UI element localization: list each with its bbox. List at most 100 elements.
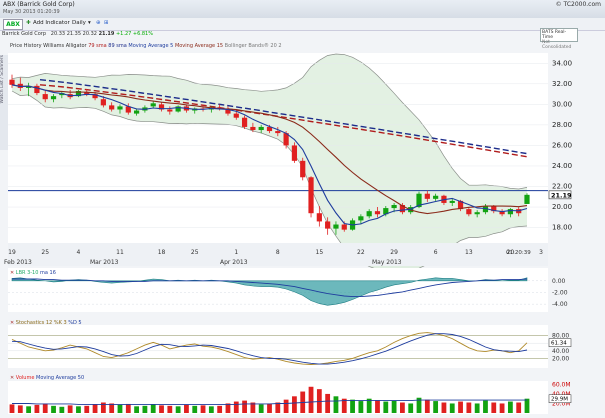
x-tick-label: 6 <box>434 249 438 256</box>
candle <box>125 106 131 113</box>
volume-last-box <box>548 394 572 403</box>
candle <box>283 133 289 146</box>
volume-bar <box>366 398 372 413</box>
indicator-legend: Price History Williams Alligator 79 sma … <box>10 43 282 49</box>
candle <box>250 126 256 131</box>
candle <box>158 104 165 110</box>
legend-williams[interactable]: Williams Alligator <box>43 43 87 49</box>
x-tick-label: 25 <box>191 249 199 256</box>
add-indicator-button[interactable]: Add Indicator <box>33 20 70 26</box>
legend-ma5[interactable]: Moving Average 5 <box>128 43 174 49</box>
candle <box>133 110 140 114</box>
volume-bar <box>416 397 422 413</box>
price-y-axis: 34.00 32.00 30.00 28.00 26.00 24.00 22.00 20.00… <box>548 59 572 232</box>
x-tick-label: 11 <box>116 249 124 256</box>
candle <box>333 224 339 229</box>
candle <box>416 193 422 208</box>
month-label: Apr 2013 <box>220 259 248 266</box>
volume-bar <box>233 401 239 413</box>
volume-bar <box>507 401 513 413</box>
stoch-close-icon[interactable]: ✕ <box>10 320 15 326</box>
volume-label[interactable]: Volume <box>15 375 35 381</box>
y-tick-label: 34.00 <box>552 59 572 67</box>
y-tick-label: 30.00 <box>552 100 572 108</box>
stoch-k-line <box>11 332 528 365</box>
volume-bar <box>408 403 414 413</box>
volume-ma-label[interactable]: Moving Average 50 <box>36 375 85 381</box>
x-axis-bg <box>8 243 548 266</box>
timeframe-select[interactable]: Daily <box>72 20 86 26</box>
symbol-input[interactable]: ABX <box>3 19 23 30</box>
legend-ma15[interactable]: Moving Average 15 <box>174 43 224 49</box>
volume-bar <box>283 399 289 413</box>
candle <box>241 117 248 127</box>
lbr-tick-label: -2.00 <box>552 289 568 296</box>
volume-bar <box>433 401 439 413</box>
bollinger-band-fill <box>12 54 527 272</box>
volume-bar <box>333 396 339 413</box>
legend-sma79[interactable]: 79 sma <box>88 43 107 49</box>
lbr-ma-label[interactable]: ma 16 <box>40 270 56 276</box>
candle <box>42 94 48 100</box>
lbr-panel[interactable]: 0.00 -2.00 -4.00 <box>8 277 568 308</box>
candle <box>75 91 82 97</box>
draw-icon[interactable]: ⊞ <box>104 20 109 26</box>
stoch-d-label[interactable]: %D 5 <box>68 320 82 326</box>
volume-bar <box>383 401 389 413</box>
add-indicator-icon[interactable]: ✚ <box>26 20 31 26</box>
stoch-last-box <box>548 338 572 347</box>
price-gridlines <box>8 63 548 228</box>
volume-bar <box>92 404 98 413</box>
stoch-label[interactable]: Stochastics 12 %K 3 <box>15 320 67 326</box>
x-tick-label: 20 <box>507 249 515 256</box>
x-tick-label: 8 <box>276 249 280 256</box>
zoom-icon[interactable]: ⊕ <box>96 20 101 26</box>
candle <box>225 109 231 114</box>
lbr-label[interactable]: LBR 3-10 <box>15 270 39 276</box>
candle <box>175 106 181 112</box>
volume-bar <box>100 402 106 413</box>
y-tick-label: 26.00 <box>552 141 572 149</box>
candle <box>341 224 347 230</box>
x-tick-label: 13 <box>465 249 473 256</box>
stoch-header: ✕ Stochastics 12 %K 3 %D 5 <box>10 320 82 326</box>
volume-bar <box>9 404 15 413</box>
legend-sma89[interactable]: 89 sma <box>108 43 127 49</box>
volume-bar <box>217 405 223 413</box>
realtime-box[interactable]: BATS Real-Time Not Consolidated <box>540 28 578 50</box>
volume-bar <box>109 403 115 413</box>
volume-bar <box>242 400 247 413</box>
volume-close-icon[interactable]: ✕ <box>10 375 15 381</box>
quote-line: Barrick Gold Corp 20.33 21.35 20.32 21.1… <box>2 31 153 37</box>
candle <box>433 195 439 199</box>
y-tick-label: 32.00 <box>552 80 572 88</box>
brand-label: © TC2000.com <box>555 1 601 8</box>
candle <box>308 177 314 214</box>
volume-bar <box>208 406 214 413</box>
chevron-down-icon[interactable]: ▾ <box>88 20 91 26</box>
legend-bollinger[interactable]: Bollinger Bands® 20 2 <box>224 43 282 49</box>
volume-bar <box>42 403 48 413</box>
candle <box>424 193 430 199</box>
volume-bar <box>84 405 90 413</box>
volume-bar <box>267 403 272 413</box>
sma-79-line <box>39 84 528 158</box>
quote-name: Barrick Gold Corp <box>2 31 47 37</box>
legend-price-history[interactable]: Price History <box>10 43 42 49</box>
volume-bar <box>441 402 447 413</box>
candle <box>167 109 173 112</box>
volume-bar <box>134 406 139 413</box>
x-tick-label: 25 <box>41 249 49 256</box>
lbr-close-icon[interactable]: ✕ <box>10 270 15 276</box>
volume-bar <box>516 402 522 413</box>
volume-bar <box>34 404 40 413</box>
volume-bar <box>449 403 455 413</box>
last-price-label: 21.19 <box>551 191 572 199</box>
volume-tick-label: 40.0M <box>552 391 571 398</box>
x-tick-label: 4 <box>77 249 81 256</box>
y-tick-label: 18.00 <box>552 224 572 232</box>
